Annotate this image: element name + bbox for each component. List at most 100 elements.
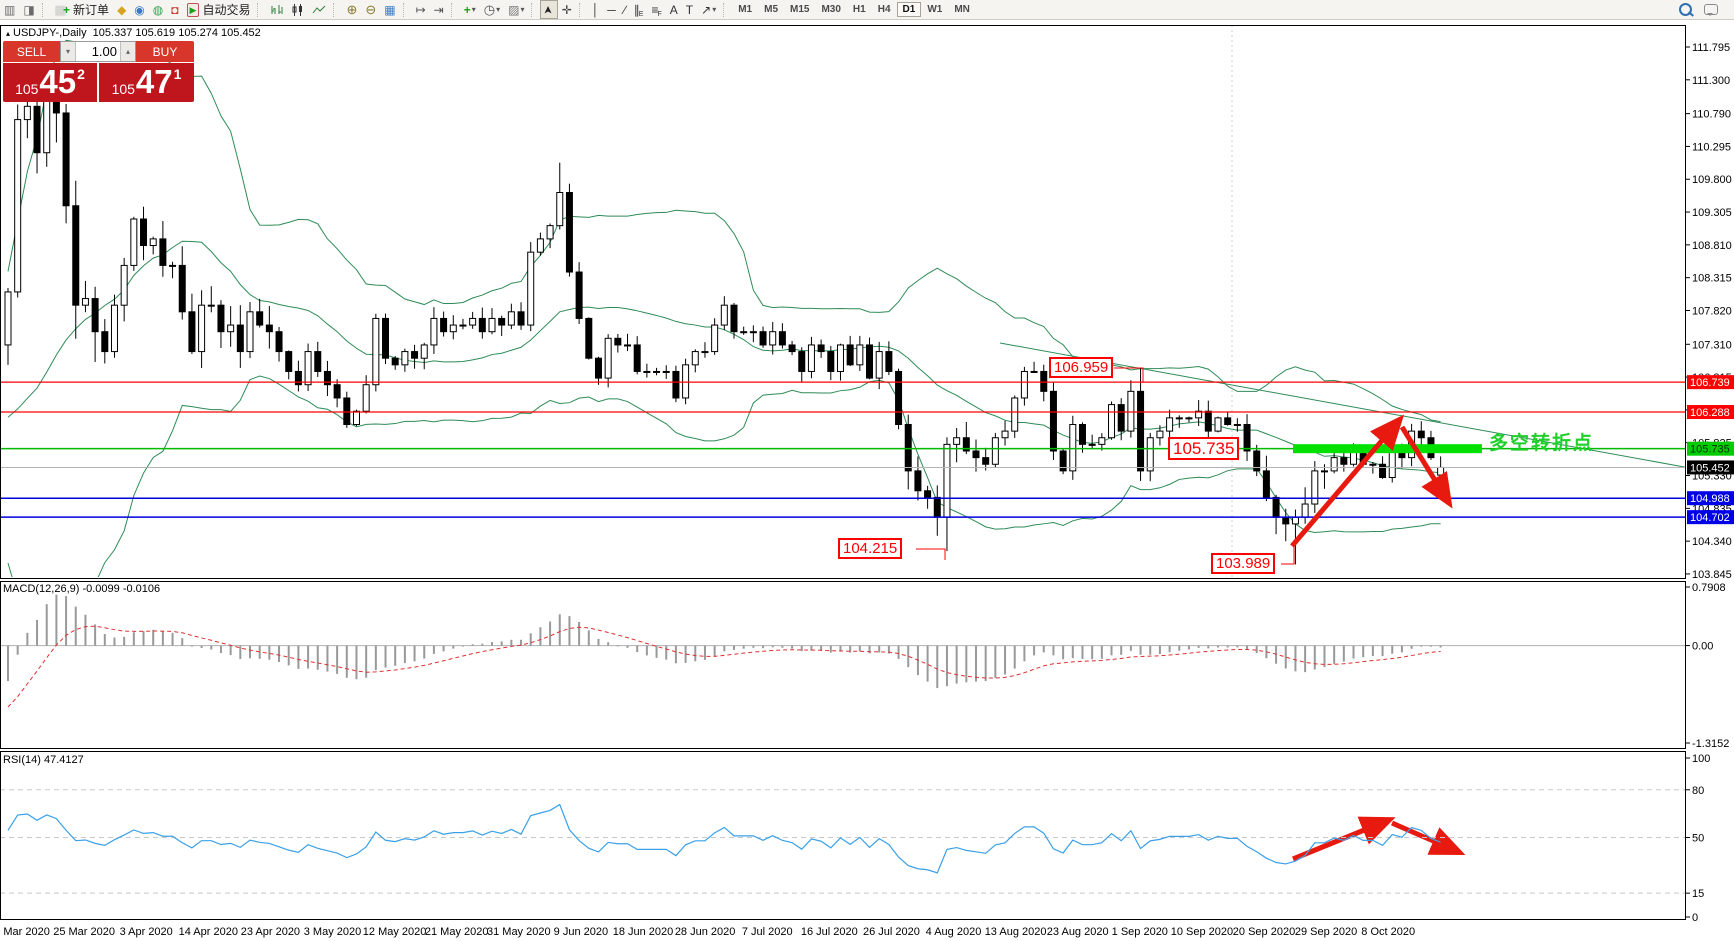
- svg-text:104.988: 104.988: [1690, 493, 1730, 505]
- timeframe-m1-button[interactable]: M1: [738, 4, 753, 15]
- trendline-icon: ∕: [623, 2, 626, 17]
- line-chart-mode-button[interactable]: [308, 0, 330, 19]
- candles-layer: [4, 66, 1445, 565]
- volume-increase-button[interactable]: ▴: [120, 42, 135, 61]
- timeframe-m30-button[interactable]: M30: [821, 4, 841, 15]
- new-order-button[interactable]: ▤ + 新订单: [51, 0, 113, 19]
- bar-chart-mode-button[interactable]: [266, 0, 287, 19]
- buy-button[interactable]: BUY: [136, 41, 194, 62]
- svg-text:107.820: 107.820: [1692, 305, 1732, 317]
- horizontal-line-tool-button[interactable]: ─: [603, 0, 620, 19]
- vertical-line-tool-button[interactable]: │: [588, 0, 604, 19]
- macd-pane: [1, 594, 1685, 708]
- timeframe-m5-button[interactable]: M5: [764, 4, 779, 15]
- toolbar-separator: [333, 2, 339, 17]
- search-icon[interactable]: [1679, 3, 1692, 16]
- svg-text:-1.3152: -1.3152: [1692, 738, 1729, 750]
- svg-text:21 May 2020: 21 May 2020: [425, 926, 489, 938]
- label-tool-button[interactable]: T: [682, 0, 697, 19]
- zoom-in-icon: ⊕: [346, 1, 358, 17]
- fibonacci-sub-label: F: [657, 11, 662, 18]
- market-button[interactable]: ◘: [167, 0, 182, 19]
- buy-price-small: 105: [111, 81, 135, 97]
- price-callout-104215[interactable]: 104.215: [838, 538, 903, 559]
- candle-chart-mode-button[interactable]: [287, 0, 308, 19]
- auto-scroll-button[interactable]: ↦: [412, 0, 430, 19]
- channel-sub-label: E: [638, 11, 644, 18]
- svg-text:23 Apr 2020: 23 Apr 2020: [241, 926, 300, 938]
- toolbar-separator: [723, 2, 729, 17]
- periods-button[interactable]: ◷ ▾: [480, 0, 504, 19]
- svg-text:0.00: 0.00: [1692, 641, 1713, 653]
- macd-indicator-label: MACD(12,26,9) -0.0099 -0.0106: [3, 583, 161, 595]
- tile-windows-icon: ▦: [384, 2, 396, 17]
- indicators-button[interactable]: + ▾: [460, 0, 480, 19]
- price-callout-105735[interactable]: 105.735: [1168, 437, 1240, 460]
- timeframe-h1-button[interactable]: H1: [852, 4, 866, 15]
- channel-tool-button[interactable]: ∥ E: [630, 0, 648, 19]
- sell-button[interactable]: SELL: [3, 41, 60, 62]
- new-order-icon: ▤: [54, 2, 67, 17]
- turning-point-zone-bar[interactable]: [1293, 444, 1482, 454]
- svg-text:104.340: 104.340: [1692, 536, 1732, 548]
- buy-quote[interactable]: 105 47 1: [99, 63, 194, 102]
- toolbar-separator: [450, 2, 457, 17]
- timeframe-w1-button[interactable]: W1: [927, 4, 943, 15]
- plus-icon: +: [63, 2, 71, 17]
- bull-bear-turning-point-label[interactable]: 多空转折点: [1489, 432, 1595, 454]
- buy-price-big: 47: [135, 63, 173, 100]
- rsi-pane: [1, 789, 1685, 894]
- symbol-arrow-icon: ▴: [6, 29, 11, 38]
- tile-windows-button[interactable]: ▦: [380, 0, 399, 19]
- chat-icon[interactable]: [1704, 4, 1718, 16]
- add-indicator-icon: +: [463, 2, 471, 17]
- chart-shift-button[interactable]: ⇥: [430, 0, 448, 19]
- gold-button[interactable]: ◆: [113, 0, 130, 19]
- charts-button[interactable]: ▥: [0, 0, 19, 19]
- svg-text:13 Aug 2020: 13 Aug 2020: [985, 926, 1047, 938]
- sell-quote[interactable]: 105 45 2: [3, 63, 97, 102]
- svg-text:1 Sep 2020: 1 Sep 2020: [1112, 926, 1168, 938]
- crosshair-tool-button[interactable]: ✛: [558, 0, 576, 19]
- horizontal-line-icon: ─: [607, 2, 616, 17]
- svg-text:6 Mar 2020: 6 Mar 2020: [0, 926, 50, 938]
- arrows-tool-button[interactable]: ↗ ▾: [697, 0, 720, 19]
- autotrading-icon: ▶: [186, 2, 200, 17]
- zoom-out-icon: ⊖: [365, 1, 377, 17]
- toolbar-separator: [578, 2, 585, 17]
- data-window-button[interactable]: ◨: [19, 0, 38, 19]
- templates-button[interactable]: ▨ ▾: [504, 0, 528, 19]
- text-tool-button[interactable]: A: [666, 0, 682, 19]
- svg-text:109.305: 109.305: [1692, 207, 1732, 219]
- price-callout-106959[interactable]: 106.959: [1049, 357, 1114, 378]
- volume-input[interactable]: [76, 42, 120, 61]
- bar-chart-icon: [271, 4, 283, 14]
- svg-text:8 Oct 2020: 8 Oct 2020: [1361, 926, 1415, 938]
- vertical-line-icon: │: [591, 2, 600, 17]
- autotrading-button[interactable]: ▶ 自动交易: [183, 0, 255, 19]
- timeframe-h4-button[interactable]: H4: [877, 4, 891, 15]
- zoom-out-button[interactable]: ⊖: [361, 0, 380, 19]
- trend-arrows[interactable]: [1290, 414, 1466, 862]
- cursor-tool-button[interactable]: ➤: [540, 0, 558, 19]
- signals-button[interactable]: ◍: [149, 0, 167, 19]
- svg-text:25 Mar 2020: 25 Mar 2020: [53, 926, 115, 938]
- fibonacci-tool-button[interactable]: ≡ F: [647, 0, 665, 19]
- community-button[interactable]: ◉: [130, 0, 148, 19]
- market-icon: ◘: [171, 2, 179, 17]
- svg-text:12 May 2020: 12 May 2020: [363, 926, 427, 938]
- timeframe-d1-button[interactable]: D1: [896, 2, 922, 17]
- svg-text:111.795: 111.795: [1692, 42, 1730, 54]
- zoom-in-button[interactable]: ⊕: [342, 0, 361, 19]
- trendline-tool-button[interactable]: ∕: [620, 0, 630, 19]
- auto-scroll-icon: ↦: [415, 2, 426, 17]
- timeframe-m15-button[interactable]: M15: [790, 4, 810, 15]
- timeframe-mn-button[interactable]: MN: [954, 4, 970, 15]
- price-callout-103989[interactable]: 103.989: [1211, 553, 1276, 574]
- fibonacci-icon: ≡: [651, 2, 659, 17]
- ohlc-values: 105.337 105.619 105.274 105.452: [92, 27, 261, 39]
- toolbar-separator: [257, 2, 263, 17]
- volume-decrease-button[interactable]: ▾: [61, 42, 76, 61]
